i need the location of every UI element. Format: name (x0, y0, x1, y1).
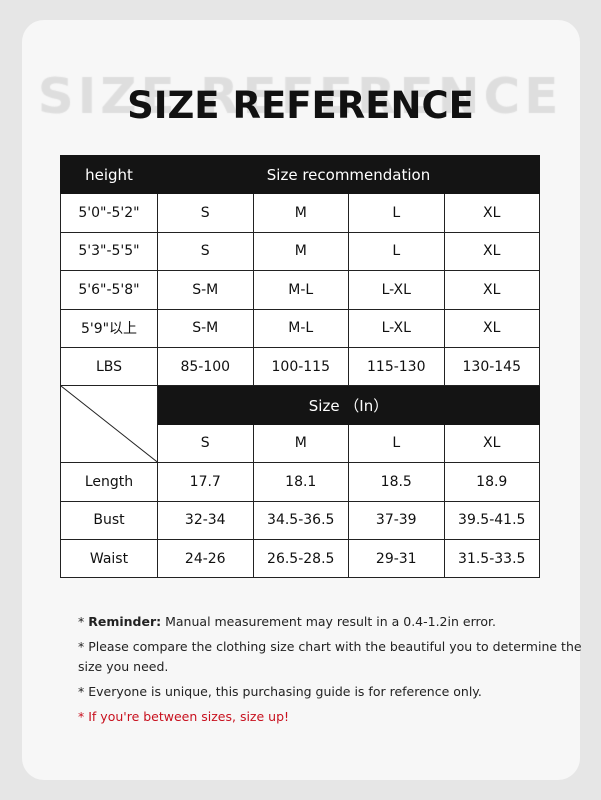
table-row: height Size recommendation (60, 154, 540, 195)
note-compare: * Please compare the clothing size chart… (78, 639, 582, 674)
table-cell: L (348, 423, 445, 464)
table-cell: S-M (157, 308, 254, 348)
table-cell: 34.5-36.5 (252, 500, 349, 540)
table-cell: 85-100 (157, 346, 254, 387)
table-cell: M (252, 423, 349, 464)
table-cell: Size （In） (157, 385, 540, 425)
page-title: SIZE REFERENCE (127, 84, 474, 127)
table-row: 5'3"-5'5" S M L XL (60, 231, 540, 272)
table-cell: M-L (252, 270, 349, 310)
table-cell: L (348, 193, 445, 233)
table-cell: M (252, 231, 349, 272)
table-cell: 5'6"-5'8" (60, 270, 158, 310)
table-cell: Bust (60, 500, 158, 540)
table-cell: S (157, 231, 254, 272)
table-cell: 37-39 (348, 500, 445, 540)
table-row: LBS 85-100 100-115 115-130 130-145 (60, 346, 540, 387)
table-cell: S (157, 423, 254, 464)
table-row: 5'6"-5'8" S-M M-L L-XL XL (60, 270, 540, 310)
table-cell: XL (443, 231, 540, 272)
table-cell: height (60, 154, 158, 195)
table-cell: L-XL (348, 308, 445, 348)
table-cell: 5'0"-5'2" (60, 193, 158, 233)
table-cell: 18.1 (252, 462, 349, 502)
table-cell: 115-130 (348, 346, 445, 387)
table-row: S M L XL (61, 423, 540, 464)
title-watermark (0, 66, 601, 136)
note-reminder: * Reminder: Manual measurement may resul… (78, 614, 496, 629)
table-cell: 100-115 (252, 346, 349, 387)
table-cell: XL (443, 193, 540, 233)
size-table: height Size recommendation 5'0"-5'2" S M L XL 5… (60, 154, 540, 579)
table-cell: 18.5 (348, 462, 445, 502)
table-row: 5'0"-5'2" S M L XL (60, 193, 540, 233)
table-cell: 26.5-28.5 (252, 538, 349, 579)
table-cell: 17.7 (157, 462, 254, 502)
table-cell: M-L (252, 308, 349, 348)
table-cell: Size recommendation (157, 154, 540, 195)
table-cell: Length (60, 462, 158, 502)
table-row: Bust 32-34 34.5-36.5 37-39 39.5-41.5 (60, 500, 540, 540)
table-cell: S-M (157, 270, 254, 310)
table-cell: L-XL (348, 270, 445, 310)
table-cell: XL (443, 270, 540, 310)
table-cell: Waist (60, 538, 158, 579)
table-cell: 5'3"-5'5" (60, 231, 158, 272)
table-cell: XL (443, 308, 540, 348)
table-cell: 29-31 (348, 538, 445, 579)
table-cell: 18.9 (443, 462, 540, 502)
table-row: Size （In） (60, 385, 540, 464)
table-row: Waist 24-26 26.5-28.5 29-31 31.5-33.5 (60, 538, 540, 579)
table-cell: 31.5-33.5 (443, 538, 540, 579)
note-size-up: * If you're between sizes, size up! (78, 709, 290, 724)
table-cell: 5'9"以上 (60, 308, 158, 348)
table-cell: 32-34 (157, 500, 254, 540)
table-cell: XL (443, 423, 540, 464)
table-cell: L (348, 231, 445, 272)
diagonal-cell (60, 385, 158, 464)
table-cell: M (252, 193, 349, 233)
table-row: Length 17.7 18.1 18.5 18.9 (60, 462, 540, 502)
note-unique: * Everyone is unique, this purchasing gu… (78, 684, 482, 699)
table-cell: 39.5-41.5 (443, 500, 540, 540)
table-cell: LBS (60, 346, 158, 387)
diagonal-line (61, 386, 157, 462)
table-row: 5'9"以上 S-M M-L L-XL XL (60, 308, 540, 348)
notes: * Reminder: Manual measurement may resul… (78, 612, 601, 732)
table-cell: 130-145 (443, 346, 540, 387)
table-cell: 24-26 (157, 538, 254, 579)
table-cell: S (157, 193, 254, 233)
